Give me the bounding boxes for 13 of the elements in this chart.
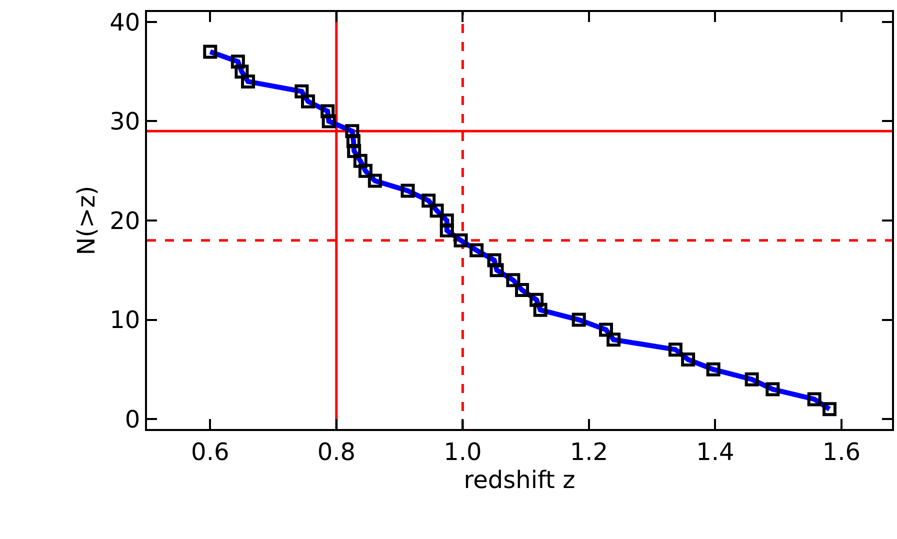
y-tick-label: 20 [110, 206, 140, 235]
x-tick-label: 1.4 [696, 438, 734, 466]
y-tick-label: 30 [110, 108, 140, 136]
y-tick-label: 40 [110, 8, 140, 36]
x-tick-label: 0.8 [317, 438, 356, 466]
y-tick-label: 0 [124, 405, 140, 434]
x-tick-label: 1.2 [570, 438, 608, 466]
x-axis-title: redshift z [464, 466, 576, 494]
y-tick-label: 10 [110, 306, 140, 334]
x-tick-label: 0.6 [191, 438, 230, 466]
x-tick-label: 1.6 [822, 438, 861, 466]
x-tick-label: 1.0 [444, 438, 482, 466]
y-axis-title: N(>z) [72, 186, 100, 256]
